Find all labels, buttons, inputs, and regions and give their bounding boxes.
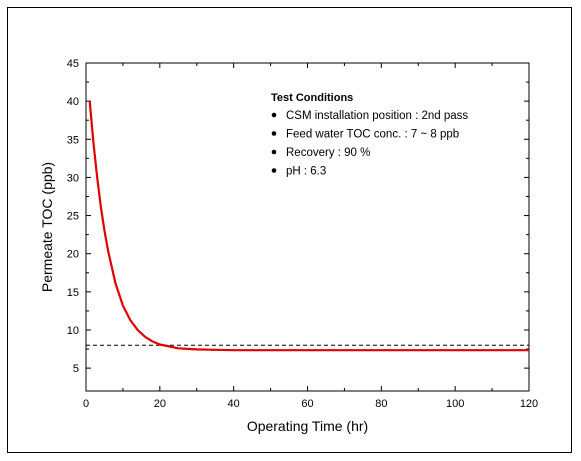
bullet-icon [271,112,277,118]
annotation-title: Test Conditions [271,92,353,104]
annotation-item: CSM installation position : 2nd pass [286,110,468,122]
x-tick-label: 20 [154,398,166,410]
x-tick-label: 120 [520,398,538,410]
y-tick-label: 45 [67,58,79,70]
y-tick-label: 35 [67,134,79,146]
figure-frame [7,7,572,453]
x-tick-label: 40 [228,398,240,410]
y-tick-label: 15 [67,287,79,299]
y-axis-label: Permeate TOC (ppb) [39,162,55,292]
y-tick-label: 20 [67,249,79,261]
x-tick-label: 80 [375,398,387,410]
y-tick-label: 30 [67,172,79,184]
y-tick-label: 10 [67,325,79,337]
bullet-icon [271,131,277,136]
annotation-item: Recovery : 90 % [286,147,370,159]
x-tick-label: 100 [446,398,464,410]
x-axis-label: Operating Time (hr) [247,418,368,434]
y-tick-label: 5 [73,363,79,375]
annotation-item: pH : 6.3 [286,166,326,178]
x-tick-label: 0 [83,398,89,410]
y-tick-label: 25 [67,211,79,223]
x-tick-label: 60 [301,398,313,410]
axis-ticks: 0 20 40 60 80 100 120 5 10 15 20 25 30 35 40 45 [67,58,538,410]
series-layer [86,101,529,352]
y-tick-label: 40 [67,96,79,108]
test-conditions-annotation: Test Conditions CSM installation position… [271,92,468,178]
bullet-icon [271,168,277,173]
bullet-icon [271,149,277,155]
annotation-item: Feed water TOC conc. : 7 ~ 8 ppb [286,129,459,141]
series-line [88,101,529,352]
